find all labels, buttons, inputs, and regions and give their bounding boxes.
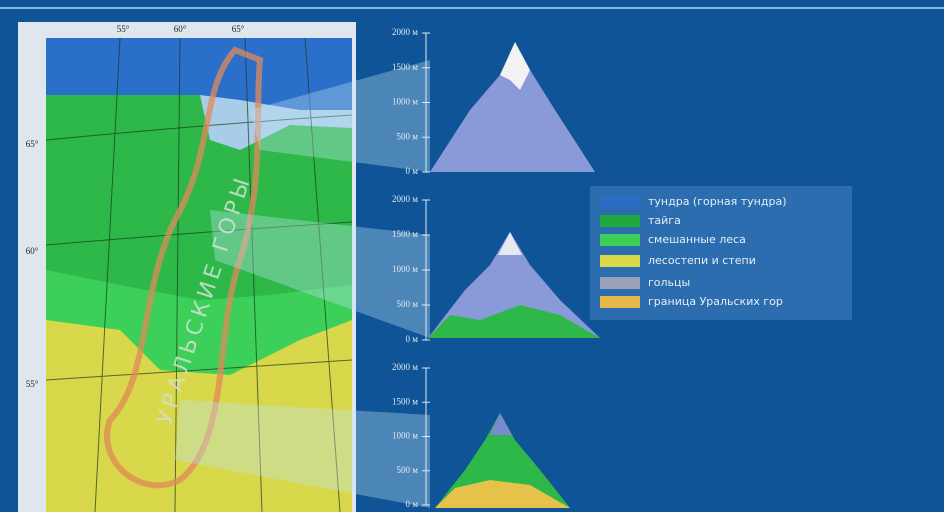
scale-label: 1000 м <box>392 97 418 107</box>
projection <box>250 60 430 172</box>
scale-label: 1500 м <box>392 396 418 406</box>
longitude-label: 60° <box>174 24 187 34</box>
legend-label: тайга <box>648 214 681 227</box>
legend-swatch <box>600 215 640 227</box>
scale-label: 2000 м <box>392 27 418 37</box>
scale-label: 1500 м <box>392 229 418 239</box>
legend-label: смешанные леса <box>648 233 746 246</box>
mountain-snow <box>498 232 522 255</box>
legend-swatch <box>600 296 640 308</box>
scale-label: 0 м <box>406 499 419 509</box>
mountains-boundary <box>104 46 264 489</box>
mountain-taiga <box>435 413 570 508</box>
scale-label: 0 м <box>406 166 419 176</box>
latitude-label: 55° <box>26 379 39 389</box>
legend-label: лесостепи и степи <box>648 254 756 267</box>
mountain-steppe <box>435 480 570 508</box>
scale-label: 500 м <box>397 131 419 141</box>
map: УРАЛЬСКИЕ ГОРЫ 55° 60° 65° 65° 60° 55° <box>18 22 356 512</box>
legend <box>590 186 852 320</box>
mountain-taiga <box>428 305 600 338</box>
mountain-snow <box>500 42 530 90</box>
mountain-tundra <box>430 42 595 172</box>
projection <box>210 210 430 338</box>
scale-label: 500 м <box>397 299 419 309</box>
latitude-label: 65° <box>26 139 39 149</box>
mountain-tundra <box>428 232 600 338</box>
legend-swatch <box>600 234 640 246</box>
legend-swatch <box>600 277 640 289</box>
scale-label: 1500 м <box>392 62 418 72</box>
legend-label: граница Уральских гор <box>648 295 783 308</box>
scale-label: 2000 м <box>392 194 418 204</box>
longitude-label: 65° <box>232 24 245 34</box>
scale-label: 500 м <box>397 465 419 475</box>
tundra <box>200 95 352 150</box>
scale-label: 1000 м <box>392 264 418 274</box>
mountain-top <box>490 413 512 435</box>
projections <box>175 60 430 508</box>
latitude-label: 60° <box>26 246 39 256</box>
scale-label: 1000 м <box>392 431 418 441</box>
mountains <box>428 42 600 508</box>
legend-swatch <box>600 255 640 267</box>
scale-label: 0 м <box>406 334 419 344</box>
legend-swatch <box>600 196 640 208</box>
steppe <box>46 320 352 512</box>
legend-label: гольцы <box>648 276 690 289</box>
parallels <box>45 114 353 381</box>
legend-label: тундра (горная тундра) <box>648 195 787 208</box>
longitude-label: 55° <box>117 24 130 34</box>
projection <box>175 400 430 508</box>
meridians <box>94 37 341 512</box>
scale-label: 2000 м <box>392 362 418 372</box>
